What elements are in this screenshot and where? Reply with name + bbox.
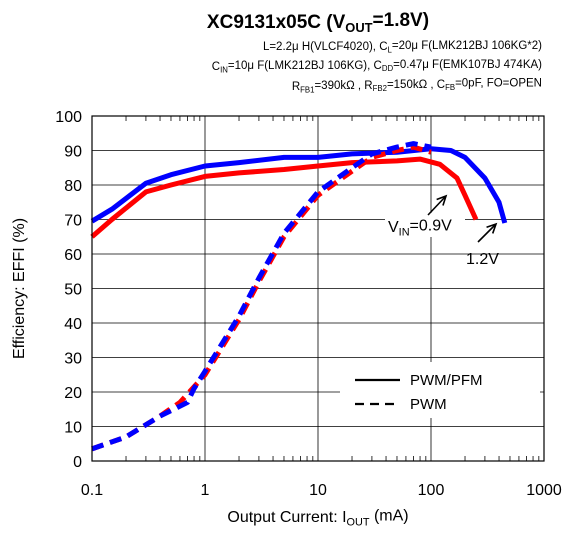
annotation-arrow-0-9v — [427, 195, 447, 216]
y-tick-label: 40 — [64, 316, 82, 333]
condition-line: RFB1=390kΩ , RFB2=150kΩ , CFB=0pF, FO=OP… — [292, 78, 542, 95]
y-tick-label: 60 — [64, 247, 82, 264]
condition-line: CIN=10μ F(LMK212BJ 106KG), CDD=0.47μ F(E… — [212, 59, 542, 75]
annotation-bg — [385, 213, 465, 237]
y-tick-label: 30 — [64, 351, 82, 368]
chart-title: XC9131x05C (VOUT=1.8V) — [207, 10, 429, 35]
series-layer — [90, 141, 508, 452]
y-tick-label: 10 — [64, 420, 82, 437]
y-tick-label: 100 — [55, 109, 82, 126]
legend-box — [340, 362, 540, 418]
x-tick-label: 1 — [201, 482, 210, 499]
legend: PWM/PFM PWM — [340, 362, 540, 418]
y-tick-label: 80 — [64, 178, 82, 195]
plot-frame — [91, 115, 545, 462]
y-tick-label: 50 — [64, 282, 82, 299]
y-axis-label: Efficiency: EFFI (%) — [11, 218, 28, 359]
y-tick-label: 70 — [64, 213, 82, 230]
x-axis-label: Output Current: IOUT (mA) — [227, 507, 408, 528]
grid — [92, 116, 544, 461]
tick-labels: 0 10 20 30 40 50 60 70 80 90 100 0.1 1 10 100 1000 — [55, 109, 562, 499]
series-line-vin-1-2V-pwm-pfm — [90, 146, 508, 224]
x-tick-label: 1000 — [526, 482, 562, 499]
y-tick-label: 90 — [64, 144, 82, 161]
x-tick-label: 100 — [418, 482, 445, 499]
condition-line: L=2.2μ H(VLCF4020), CL=20μ F(LMK212BJ 10… — [263, 40, 542, 54]
y-tick-label: 20 — [64, 385, 82, 402]
annotation-arrow-0-9v-head — [436, 194, 448, 206]
legend-label: PWM/PFM — [410, 372, 483, 389]
annotation-arrow-1-2v — [477, 223, 497, 243]
series-line-vin-1-2V-pwm — [91, 141, 432, 452]
legend-label: PWM — [410, 396, 447, 413]
annotation-vin-1-2v: 1.2V — [466, 251, 499, 268]
y-tick-label: 0 — [73, 454, 82, 471]
x-tick-label: 0.1 — [81, 482, 103, 499]
series-line-vin-0-9V-pwm-pfm — [90, 156, 479, 239]
chart-texts: XC9131x05C (VOUT=1.8V) L=2.2μ H(VLCF4020)… — [11, 10, 542, 528]
annotations: VIN=0.9V 1.2V — [385, 194, 499, 268]
annotation-arrow-1-2v-head — [486, 222, 498, 234]
annotation-vin-0-9v: VIN=0.9V — [388, 217, 452, 238]
x-tick-label: 10 — [309, 482, 327, 499]
